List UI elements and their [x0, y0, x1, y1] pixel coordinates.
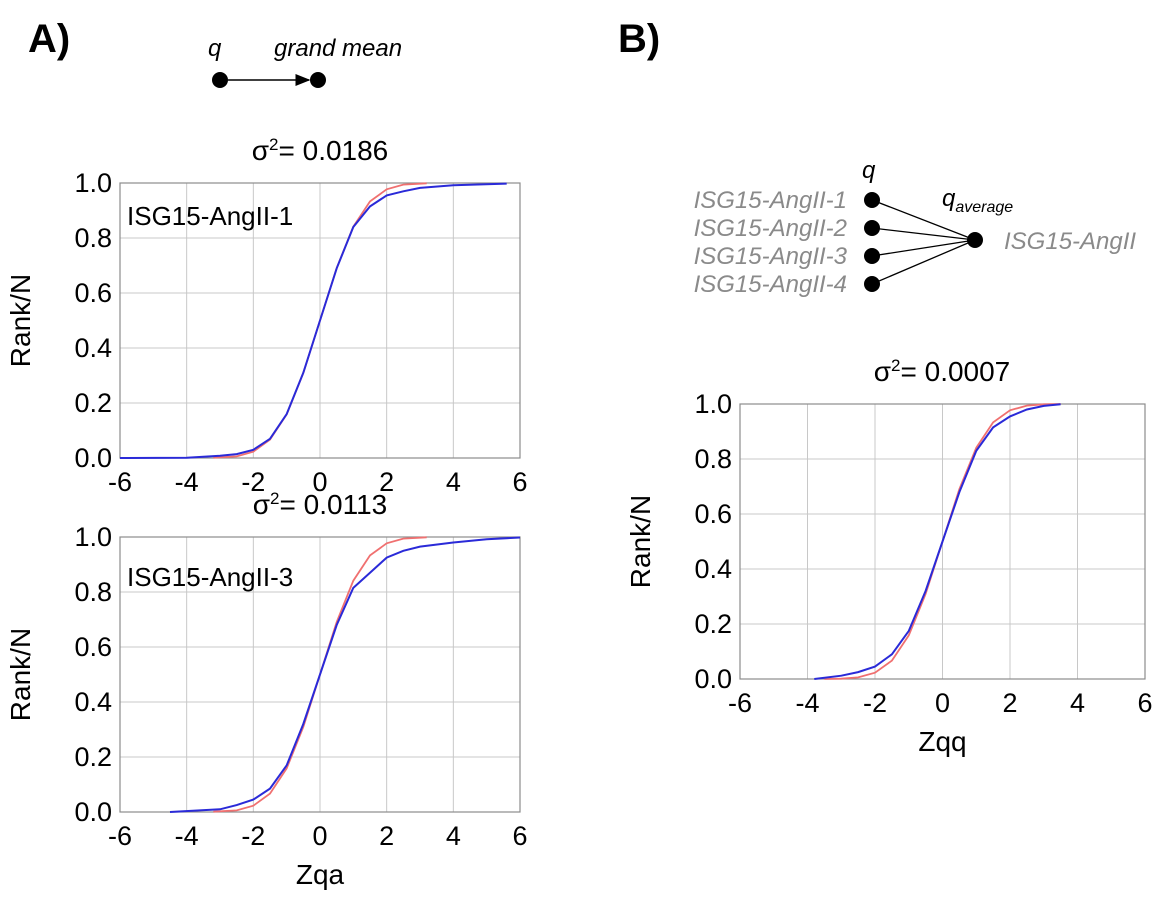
- x-tick-label: -4: [175, 821, 199, 851]
- panel-b-label: B): [618, 17, 660, 61]
- x-tick-label: 4: [446, 467, 461, 497]
- x-tick-label: 6: [1137, 688, 1152, 718]
- y-tick-label: 0.0: [74, 797, 112, 827]
- schematic-output-label: ISG15-AngII: [1004, 228, 1136, 255]
- x-tick-label: 0: [312, 821, 327, 851]
- y-tick-label: 0.0: [694, 664, 732, 694]
- x-tick-label: 0: [935, 688, 950, 718]
- x-tick-label: 4: [446, 821, 461, 851]
- empirical-curve: [119, 182, 507, 459]
- schematic-link-4: [871, 239, 976, 285]
- panel-a-label: A): [28, 17, 70, 61]
- y-tick-label: 0.6: [74, 278, 112, 308]
- schematic-input-3: ISG15-AngII-3: [694, 243, 848, 270]
- schematic-q-node: [212, 72, 228, 88]
- y-tick-label: 0.8: [74, 223, 112, 253]
- y-tick-label: 0.4: [694, 554, 732, 584]
- schematic-input-4: ISG15-AngII-4: [694, 271, 847, 298]
- empirical-curve: [814, 403, 1061, 680]
- y-tick-label: 0.8: [74, 577, 112, 607]
- y-tick-label: 0.4: [74, 687, 112, 717]
- panel-b-schematic: q ISG15-AngII-1 ISG15-AngII-2 ISG15-AngI…: [694, 157, 1137, 298]
- chart-isg15-angii-1: -6 -4 -2 0 2 4 6 0.0 0.2 0.4 0.6 0.8 1.0 Rank/N σ2= 0.…: [5, 135, 528, 497]
- sigma-title: σ2= 0.0007: [874, 356, 1011, 387]
- schematic-b-q-label: q: [862, 157, 876, 184]
- y-tick-label: 0.0: [74, 443, 112, 473]
- x-tick-label: -6: [108, 821, 132, 851]
- x-tick-label: 4: [1070, 688, 1085, 718]
- sample-label: ISG15-AngII-1: [127, 201, 293, 231]
- x-tick-label: 6: [512, 821, 527, 851]
- empirical-curve: [169, 536, 521, 813]
- sample-label: ISG15-AngII-3: [127, 562, 293, 592]
- y-axis-title: Rank/N: [5, 274, 36, 367]
- schematic-link-1: [871, 199, 976, 241]
- x-tick-label: -2: [241, 821, 265, 851]
- schematic-average-node: [967, 232, 983, 248]
- plot-frame: [119, 536, 521, 813]
- chart-panel-b: -6 -4 -2 0 2 4 6 0.0 0.2 0.4 0.6 0.8 1.0 Rank/N Zqq σ2=…: [625, 356, 1153, 757]
- x-tick-label: 6: [512, 467, 527, 497]
- schematic-q-average-label: qaverage: [942, 185, 1013, 216]
- panel-a-schematic: q grand mean: [208, 35, 402, 88]
- y-tick-label: 0.2: [74, 388, 112, 418]
- y-tick-label: 1.0: [74, 522, 112, 552]
- plot-frame: [739, 403, 1146, 680]
- y-tick-label: 1.0: [74, 168, 112, 198]
- x-tick-label: 2: [379, 467, 394, 497]
- schematic-link-3: [871, 239, 976, 257]
- chart-isg15-angii-3: -6 -4 -2 0 2 4 6 0.0 0.2 0.4 0.6 0.8 1.0 Rank/N Zqa σ2=…: [5, 489, 528, 890]
- y-axis-title: Rank/N: [625, 495, 656, 588]
- y-tick-label: 0.6: [694, 499, 732, 529]
- x-axis-title: Zqq: [918, 726, 966, 757]
- y-tick-label: 0.2: [694, 609, 732, 639]
- y-tick-label: 1.0: [694, 389, 732, 419]
- schematic-link-2: [871, 227, 976, 241]
- x-tick-label: -2: [241, 467, 265, 497]
- sigma-title: σ2= 0.0186: [252, 135, 389, 166]
- x-tick-label: -2: [863, 688, 887, 718]
- x-tick-label: -6: [728, 688, 752, 718]
- y-tick-label: 0.4: [74, 333, 112, 363]
- x-tick-label: 2: [379, 821, 394, 851]
- x-tick-label: -4: [795, 688, 819, 718]
- y-tick-label: 0.6: [74, 632, 112, 662]
- x-axis-title: Zqa: [296, 859, 345, 890]
- y-tick-label: 0.2: [74, 742, 112, 772]
- schematic-input-2: ISG15-AngII-2: [694, 215, 847, 242]
- x-tick-label: 0: [312, 467, 327, 497]
- schematic-grand-mean-label: grand mean: [274, 35, 402, 62]
- x-tick-label: 2: [1002, 688, 1017, 718]
- x-tick-label: -4: [175, 467, 199, 497]
- schematic-input-1: ISG15-AngII-1: [694, 187, 847, 214]
- schematic-grand-mean-node: [310, 72, 326, 88]
- y-axis-title: Rank/N: [5, 628, 36, 721]
- plot-frame: [119, 182, 521, 459]
- y-tick-label: 0.8: [694, 444, 732, 474]
- x-tick-label: -6: [108, 467, 132, 497]
- sigma-title: σ2= 0.0113: [253, 489, 387, 520]
- schematic-q-label: q: [208, 35, 222, 62]
